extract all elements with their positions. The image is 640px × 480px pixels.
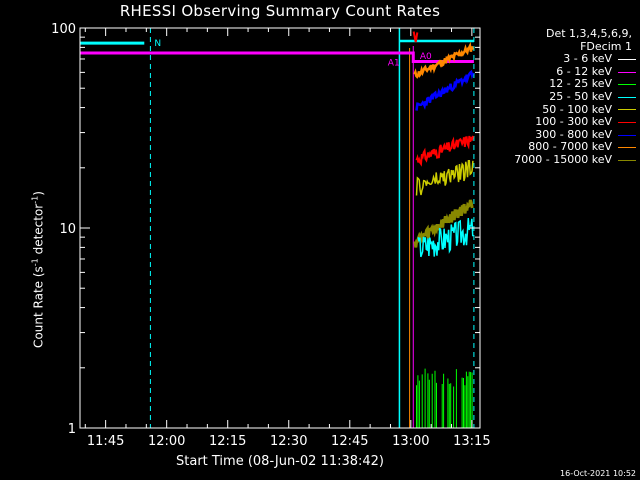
trace-100-300 bbox=[415, 135, 474, 167]
trace-7000-15000 bbox=[413, 199, 474, 248]
trace-peak-red bbox=[412, 31, 419, 43]
x-tick-label: 13:15 bbox=[453, 434, 490, 449]
legend-label: 7000 - 15000 keV bbox=[514, 152, 612, 166]
legend-swatch bbox=[618, 71, 636, 73]
x-tick-label: 12:00 bbox=[148, 434, 185, 449]
x-tick-label: 12:15 bbox=[209, 434, 246, 449]
legend-swatch bbox=[618, 121, 636, 123]
legend-header-decim: FDecim 1 bbox=[580, 39, 632, 53]
x-axis-label: Start Time (08-Jun-02 11:38:42) bbox=[176, 454, 384, 469]
legend-label: 100 - 300 keV bbox=[535, 115, 612, 129]
x-tick-label: 12:45 bbox=[331, 434, 368, 449]
legend-label: 3 - 6 keV bbox=[563, 52, 612, 66]
legend-entry: 25 - 50 keV bbox=[484, 89, 636, 104]
legend-header-detectors: Det 1,3,4,5,6,9, bbox=[545, 27, 632, 40]
legend-entry: 800 - 7000 keV bbox=[484, 141, 636, 154]
legend-swatch bbox=[618, 109, 636, 111]
axes-frame bbox=[79, 27, 481, 429]
legend-swatch bbox=[618, 58, 636, 60]
legend-label: 50 - 100 keV bbox=[542, 102, 612, 116]
y-tick-label: 100 bbox=[51, 22, 76, 37]
annotation-a0: A0 bbox=[420, 52, 432, 62]
legend-swatch bbox=[618, 159, 636, 161]
legend-entry: 300 - 800 keV bbox=[484, 127, 636, 142]
trace-50-100 bbox=[415, 159, 474, 196]
y-tick-label: 1 bbox=[68, 422, 76, 437]
trace-25-50 bbox=[417, 218, 474, 258]
chart-title: RHESSI Observing Summary Count Rates bbox=[119, 2, 441, 20]
series-line-1 bbox=[80, 51, 474, 63]
y-label-sup1: -1 bbox=[30, 258, 40, 267]
legend-entry: 50 - 100 keV bbox=[484, 102, 636, 117]
legend: Det 1,3,4,5,6,9, FDecim 1 3 - 6 keV 6 - 1… bbox=[484, 27, 636, 167]
legend-label: 800 - 7000 keV bbox=[528, 140, 612, 154]
annotation-n: N bbox=[154, 39, 161, 49]
y-axis-label: Count Rate (s-1 detector-1) bbox=[31, 170, 46, 370]
legend-swatch bbox=[618, 147, 636, 149]
y-label-mid: detector bbox=[31, 203, 46, 259]
y-label-main: Count Rate (s bbox=[31, 266, 46, 348]
footer-timestamp: 16-Oct-2021 10:52 bbox=[560, 469, 636, 478]
y-label-end: ) bbox=[31, 191, 46, 196]
legend-entry: 7000 - 15000 keV bbox=[484, 152, 636, 167]
annotation-a1: A1 bbox=[388, 58, 400, 68]
legend-label: 6 - 12 keV bbox=[556, 64, 612, 78]
legend-entry: 3 - 6 keV bbox=[484, 53, 636, 66]
legend-entry: 6 - 12 keV bbox=[484, 64, 636, 79]
x-tick-label: 13:00 bbox=[392, 434, 429, 449]
trace-12-25 bbox=[416, 368, 473, 428]
y-label-sup2: -1 bbox=[30, 195, 40, 204]
trace-800-7000 bbox=[413, 41, 474, 79]
legend-label: 12 - 25 keV bbox=[549, 77, 612, 91]
x-tick-label: 11:45 bbox=[87, 434, 124, 449]
legend-label: 25 - 50 keV bbox=[549, 89, 612, 103]
legend-swatch bbox=[618, 134, 636, 136]
legend-swatch bbox=[618, 84, 636, 86]
y-tick-label: 10 bbox=[59, 222, 76, 237]
legend-swatch bbox=[618, 96, 636, 98]
legend-label: 300 - 800 keV bbox=[535, 127, 612, 141]
legend-entry: 100 - 300 keV bbox=[484, 116, 636, 129]
x-tick-label: 12:30 bbox=[270, 434, 307, 449]
legend-entry: 12 - 25 keV bbox=[484, 78, 636, 91]
trace-300-800 bbox=[415, 69, 475, 111]
